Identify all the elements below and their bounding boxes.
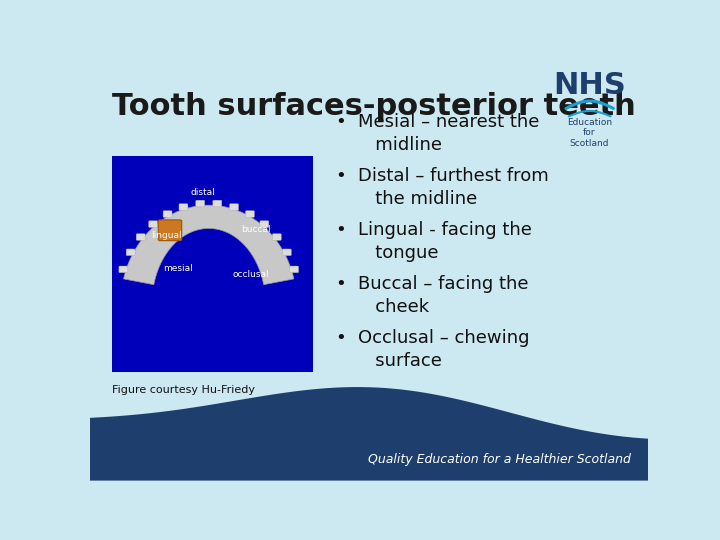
Text: occlusal: occlusal bbox=[233, 271, 269, 279]
Text: •: • bbox=[336, 275, 346, 293]
Text: Education
for
Scotland: Education for Scotland bbox=[567, 118, 612, 148]
FancyBboxPatch shape bbox=[163, 211, 172, 217]
FancyBboxPatch shape bbox=[148, 221, 158, 227]
FancyBboxPatch shape bbox=[179, 204, 188, 211]
Text: lingual: lingual bbox=[152, 232, 182, 240]
FancyBboxPatch shape bbox=[230, 204, 238, 211]
Text: Tooth surfaces-posterior teeth: Tooth surfaces-posterior teeth bbox=[112, 92, 636, 121]
FancyBboxPatch shape bbox=[289, 266, 299, 273]
FancyBboxPatch shape bbox=[196, 200, 204, 207]
Text: •: • bbox=[336, 221, 346, 239]
Text: Mesial – nearest the
   midline: Mesial – nearest the midline bbox=[358, 113, 539, 153]
Text: •: • bbox=[336, 167, 346, 185]
Text: Distal – furthest from
   the midline: Distal – furthest from the midline bbox=[358, 167, 549, 207]
Text: buccal: buccal bbox=[241, 225, 271, 234]
Text: NHS: NHS bbox=[553, 71, 626, 100]
Text: mesial: mesial bbox=[163, 264, 193, 273]
Text: Occlusal – chewing
   surface: Occlusal – chewing surface bbox=[358, 329, 529, 370]
Text: distal: distal bbox=[191, 188, 215, 197]
FancyBboxPatch shape bbox=[158, 220, 181, 241]
Text: •: • bbox=[336, 329, 346, 347]
FancyBboxPatch shape bbox=[112, 156, 313, 373]
Text: Buccal – facing the
   cheek: Buccal – facing the cheek bbox=[358, 275, 528, 316]
Polygon shape bbox=[90, 387, 648, 481]
FancyBboxPatch shape bbox=[126, 249, 135, 255]
Text: Lingual - facing the
   tongue: Lingual - facing the tongue bbox=[358, 221, 531, 261]
FancyBboxPatch shape bbox=[272, 234, 282, 240]
FancyBboxPatch shape bbox=[260, 221, 269, 227]
FancyBboxPatch shape bbox=[213, 200, 222, 207]
Text: Quality Education for a Healthier Scotland: Quality Education for a Healthier Scotla… bbox=[369, 453, 631, 467]
FancyBboxPatch shape bbox=[246, 211, 254, 217]
FancyBboxPatch shape bbox=[136, 234, 145, 240]
FancyBboxPatch shape bbox=[119, 266, 128, 273]
FancyBboxPatch shape bbox=[282, 249, 292, 255]
Text: •: • bbox=[336, 113, 346, 131]
Polygon shape bbox=[124, 205, 294, 285]
Text: Figure courtesy Hu-Friedy: Figure courtesy Hu-Friedy bbox=[112, 385, 256, 395]
